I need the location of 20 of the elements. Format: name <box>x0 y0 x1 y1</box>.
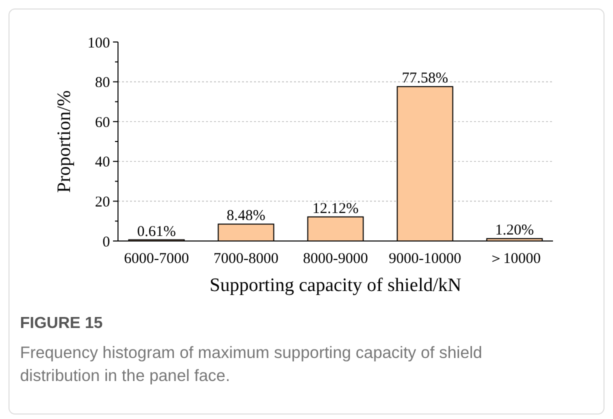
y-tick-label: 40 <box>95 154 110 171</box>
x-tick-label: 8000-9000 <box>303 251 368 267</box>
y-axis-title: Proportion/% <box>54 90 75 193</box>
data-label: 0.61% <box>137 224 176 240</box>
data-label: 1.20% <box>495 222 534 239</box>
data-label: 12.12% <box>312 200 359 217</box>
data-label: 77.58% <box>402 70 448 87</box>
x-tick-label: 7000-8000 <box>213 251 278 267</box>
y-tick-label: 20 <box>95 194 110 210</box>
caption: FIGURE 15 <box>20 315 103 332</box>
y-tick-label: 80 <box>95 75 110 92</box>
y-tick-label: 0 <box>102 234 110 250</box>
x-tick-label: 6000-7000 <box>124 251 189 267</box>
y-tick-label: 100 <box>88 35 110 52</box>
data-label: 8.48% <box>226 208 266 224</box>
y-tick-label: 60 <box>95 114 110 131</box>
x-tick-label: ＞10000 <box>488 251 541 267</box>
text: Frequency histogram of maximum supporting capacity of shield distribution in the panel face. <box>20 344 482 385</box>
x-tick-label: 9000-10000 <box>388 251 462 267</box>
x-axis-title: Supporting capacity of shield/kN <box>210 275 462 296</box>
